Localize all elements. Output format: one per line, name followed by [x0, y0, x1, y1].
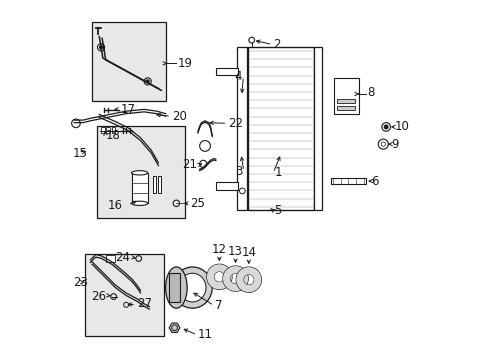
Bar: [153, 176, 156, 193]
Text: 9: 9: [390, 138, 398, 150]
Text: 24: 24: [115, 251, 130, 264]
Text: 4: 4: [234, 69, 242, 82]
Ellipse shape: [172, 267, 212, 308]
Text: 5: 5: [273, 204, 281, 217]
Bar: [215, 183, 238, 190]
Bar: [112, 127, 115, 134]
Text: 2: 2: [273, 38, 280, 51]
Bar: [106, 127, 110, 134]
Text: 14: 14: [241, 246, 256, 259]
Circle shape: [384, 125, 387, 129]
Text: 3: 3: [235, 165, 242, 177]
Text: 21: 21: [182, 158, 197, 171]
Circle shape: [100, 46, 102, 49]
Bar: [85, 253, 163, 336]
Bar: [169, 273, 180, 302]
Circle shape: [146, 80, 149, 83]
Bar: [336, 99, 354, 103]
Bar: [247, 47, 314, 211]
Bar: [330, 178, 366, 184]
Text: 1: 1: [274, 166, 281, 179]
Text: 18: 18: [105, 129, 120, 142]
Text: 23: 23: [73, 276, 88, 289]
Text: 22: 22: [228, 117, 243, 130]
Bar: [237, 47, 247, 211]
Text: 12: 12: [211, 243, 226, 256]
Bar: [314, 47, 322, 211]
Ellipse shape: [131, 171, 147, 175]
Bar: [97, 126, 185, 218]
Text: 8: 8: [367, 86, 374, 99]
Ellipse shape: [131, 201, 147, 206]
Bar: [92, 22, 165, 101]
Text: 27: 27: [137, 297, 152, 310]
Text: 11: 11: [198, 328, 212, 341]
Text: 19: 19: [178, 57, 193, 70]
Bar: [158, 176, 160, 193]
Text: 25: 25: [190, 197, 204, 210]
Bar: [333, 78, 359, 114]
Bar: [336, 106, 354, 110]
Text: 13: 13: [227, 245, 243, 258]
Bar: [101, 127, 104, 134]
Text: 16: 16: [107, 199, 122, 212]
Ellipse shape: [165, 267, 187, 308]
Text: 20: 20: [172, 110, 186, 123]
Text: 10: 10: [394, 120, 408, 133]
Text: 15: 15: [73, 147, 88, 159]
Ellipse shape: [179, 273, 205, 302]
Text: 7: 7: [215, 299, 222, 312]
Text: 26: 26: [91, 290, 106, 303]
Text: 17: 17: [121, 103, 136, 116]
Bar: [131, 173, 147, 203]
Bar: [215, 68, 238, 75]
Polygon shape: [169, 323, 180, 332]
Text: 6: 6: [370, 175, 378, 188]
Bar: [106, 255, 115, 262]
